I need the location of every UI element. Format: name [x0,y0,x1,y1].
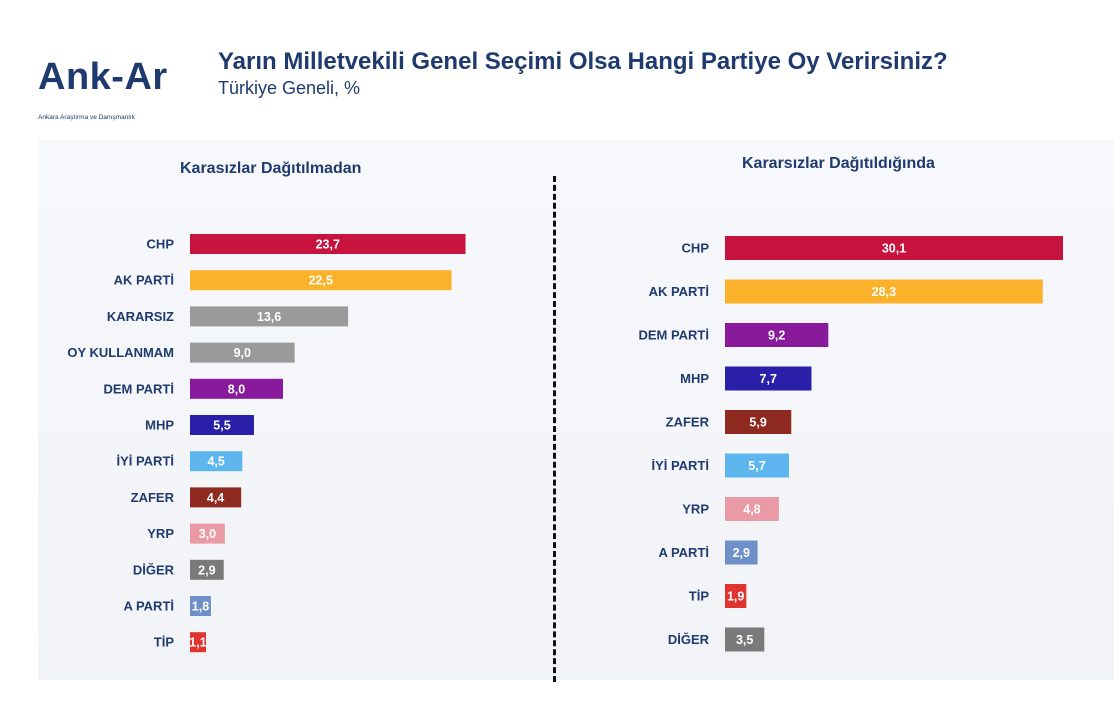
left-value-label-oy-kullanmam: 9,0 [234,346,251,360]
page-subtitle: Türkiye Geneli, % [218,78,361,98]
left-category-label-a-parti: A PARTİ [123,599,174,614]
left-value-label-diger: 2,9 [198,563,215,577]
right-value-label-a-parti: 2,9 [733,546,750,560]
right-value-label-yrp: 4,8 [743,503,760,517]
left-value-label-mhp: 5,5 [213,419,230,433]
left-value-label-a-parti: 1,8 [192,600,209,614]
left-value-label-dem-parti: 8,0 [228,382,245,396]
right-value-label-ak-parti: 28,3 [872,285,896,299]
left-bar-oy-kullanmam [190,342,295,363]
left-category-label-diger: DİĞER [133,562,175,577]
right-value-label-mhp: 7,7 [760,372,777,386]
left-value-label-zafer: 4,4 [207,491,224,505]
left-category-label-mhp: MHP [145,418,174,433]
right-category-label-yrp: YRP [682,502,709,517]
left-value-label-chp: 23,7 [316,238,340,252]
logo-subtitle: Ankara Araştırma ve Danışmanlık [38,114,135,121]
left-value-label-tip: 1,1 [189,636,206,650]
right-bar-zafer [725,410,792,434]
right-value-label-tip: 1,9 [727,590,744,604]
left-category-label-kararsiz: KARARSIZ [107,309,174,324]
left-bar-diger [190,559,224,580]
left-category-label-tip: TİP [154,635,175,650]
left-value-label-kararsiz: 13,6 [257,310,281,324]
left-value-label-yrp: 3,0 [199,527,216,541]
right-value-label-chp: 30,1 [882,242,906,256]
left-bar-a-parti [190,596,211,616]
right-bar-ak-parti [725,279,1043,304]
right-category-label-mhp: MHP [680,371,709,386]
right-value-label-diger: 3,5 [736,633,753,647]
logo-wordmark: Ank-Ar [38,56,168,98]
left-category-label-ak-parti: AK PARTİ [114,273,174,288]
right-bar-dem-parti [725,323,829,347]
right-category-label-iyi-parti: İYİ PARTİ [651,458,709,473]
right-bar-tip [725,584,747,608]
left-bar-dem-parti [190,378,283,399]
left-chart-title: Karasızlar Dağıtılmadan [180,160,362,177]
right-bar-chp [725,236,1063,260]
left-category-label-yrp: YRP [147,526,174,541]
page-title: Yarın Milletvekili Genel Seçimi Olsa Han… [218,48,948,75]
right-chart-title: Kararsızlar Dağıtıldığında [742,155,935,172]
right-bar-diger [725,627,765,652]
chart-divider [553,176,556,682]
right-category-label-chp: CHP [682,241,710,256]
left-category-label-zafer: ZAFER [131,490,175,505]
chart-background [38,140,1114,680]
right-category-label-zafer: ZAFER [666,415,710,430]
left-value-label-iyi-parti: 4,5 [207,455,224,469]
left-bar-yrp [190,523,225,544]
left-bar-kararsiz [190,306,349,327]
right-bar-mhp [725,366,812,391]
left-bar-iyi-parti [190,451,243,472]
right-category-label-dem-parti: DEM PARTİ [638,328,709,343]
left-bar-tip [190,632,206,653]
right-bar-iyi-parti [725,453,790,478]
left-category-label-oy-kullanmam: OY KULLANMAM [67,345,174,360]
left-bar-zafer [190,487,242,508]
right-category-label-a-parti: A PARTİ [658,545,709,560]
left-category-label-iyi-parti: İYİ PARTİ [116,454,174,469]
right-category-label-ak-parti: AK PARTİ [649,284,709,299]
ank-ar-logo: Ank-Ar Ankara Araştırma ve Danışmanlık [38,58,198,128]
right-category-label-diger: DİĞER [668,632,710,647]
right-value-label-zafer: 5,9 [749,416,766,430]
right-category-label-tip: TİP [689,589,710,604]
right-bar-a-parti [725,540,758,565]
left-value-label-ak-parti: 22,5 [309,274,333,288]
left-category-label-dem-parti: DEM PARTİ [103,381,174,396]
left-bar-chp [190,234,466,254]
right-value-label-iyi-parti: 5,7 [748,459,765,473]
right-value-label-dem-parti: 9,2 [768,329,785,343]
left-category-label-chp: CHP [147,237,175,252]
right-bar-yrp [725,497,779,521]
left-bar-ak-parti [190,270,452,291]
left-bar-mhp [190,415,254,435]
